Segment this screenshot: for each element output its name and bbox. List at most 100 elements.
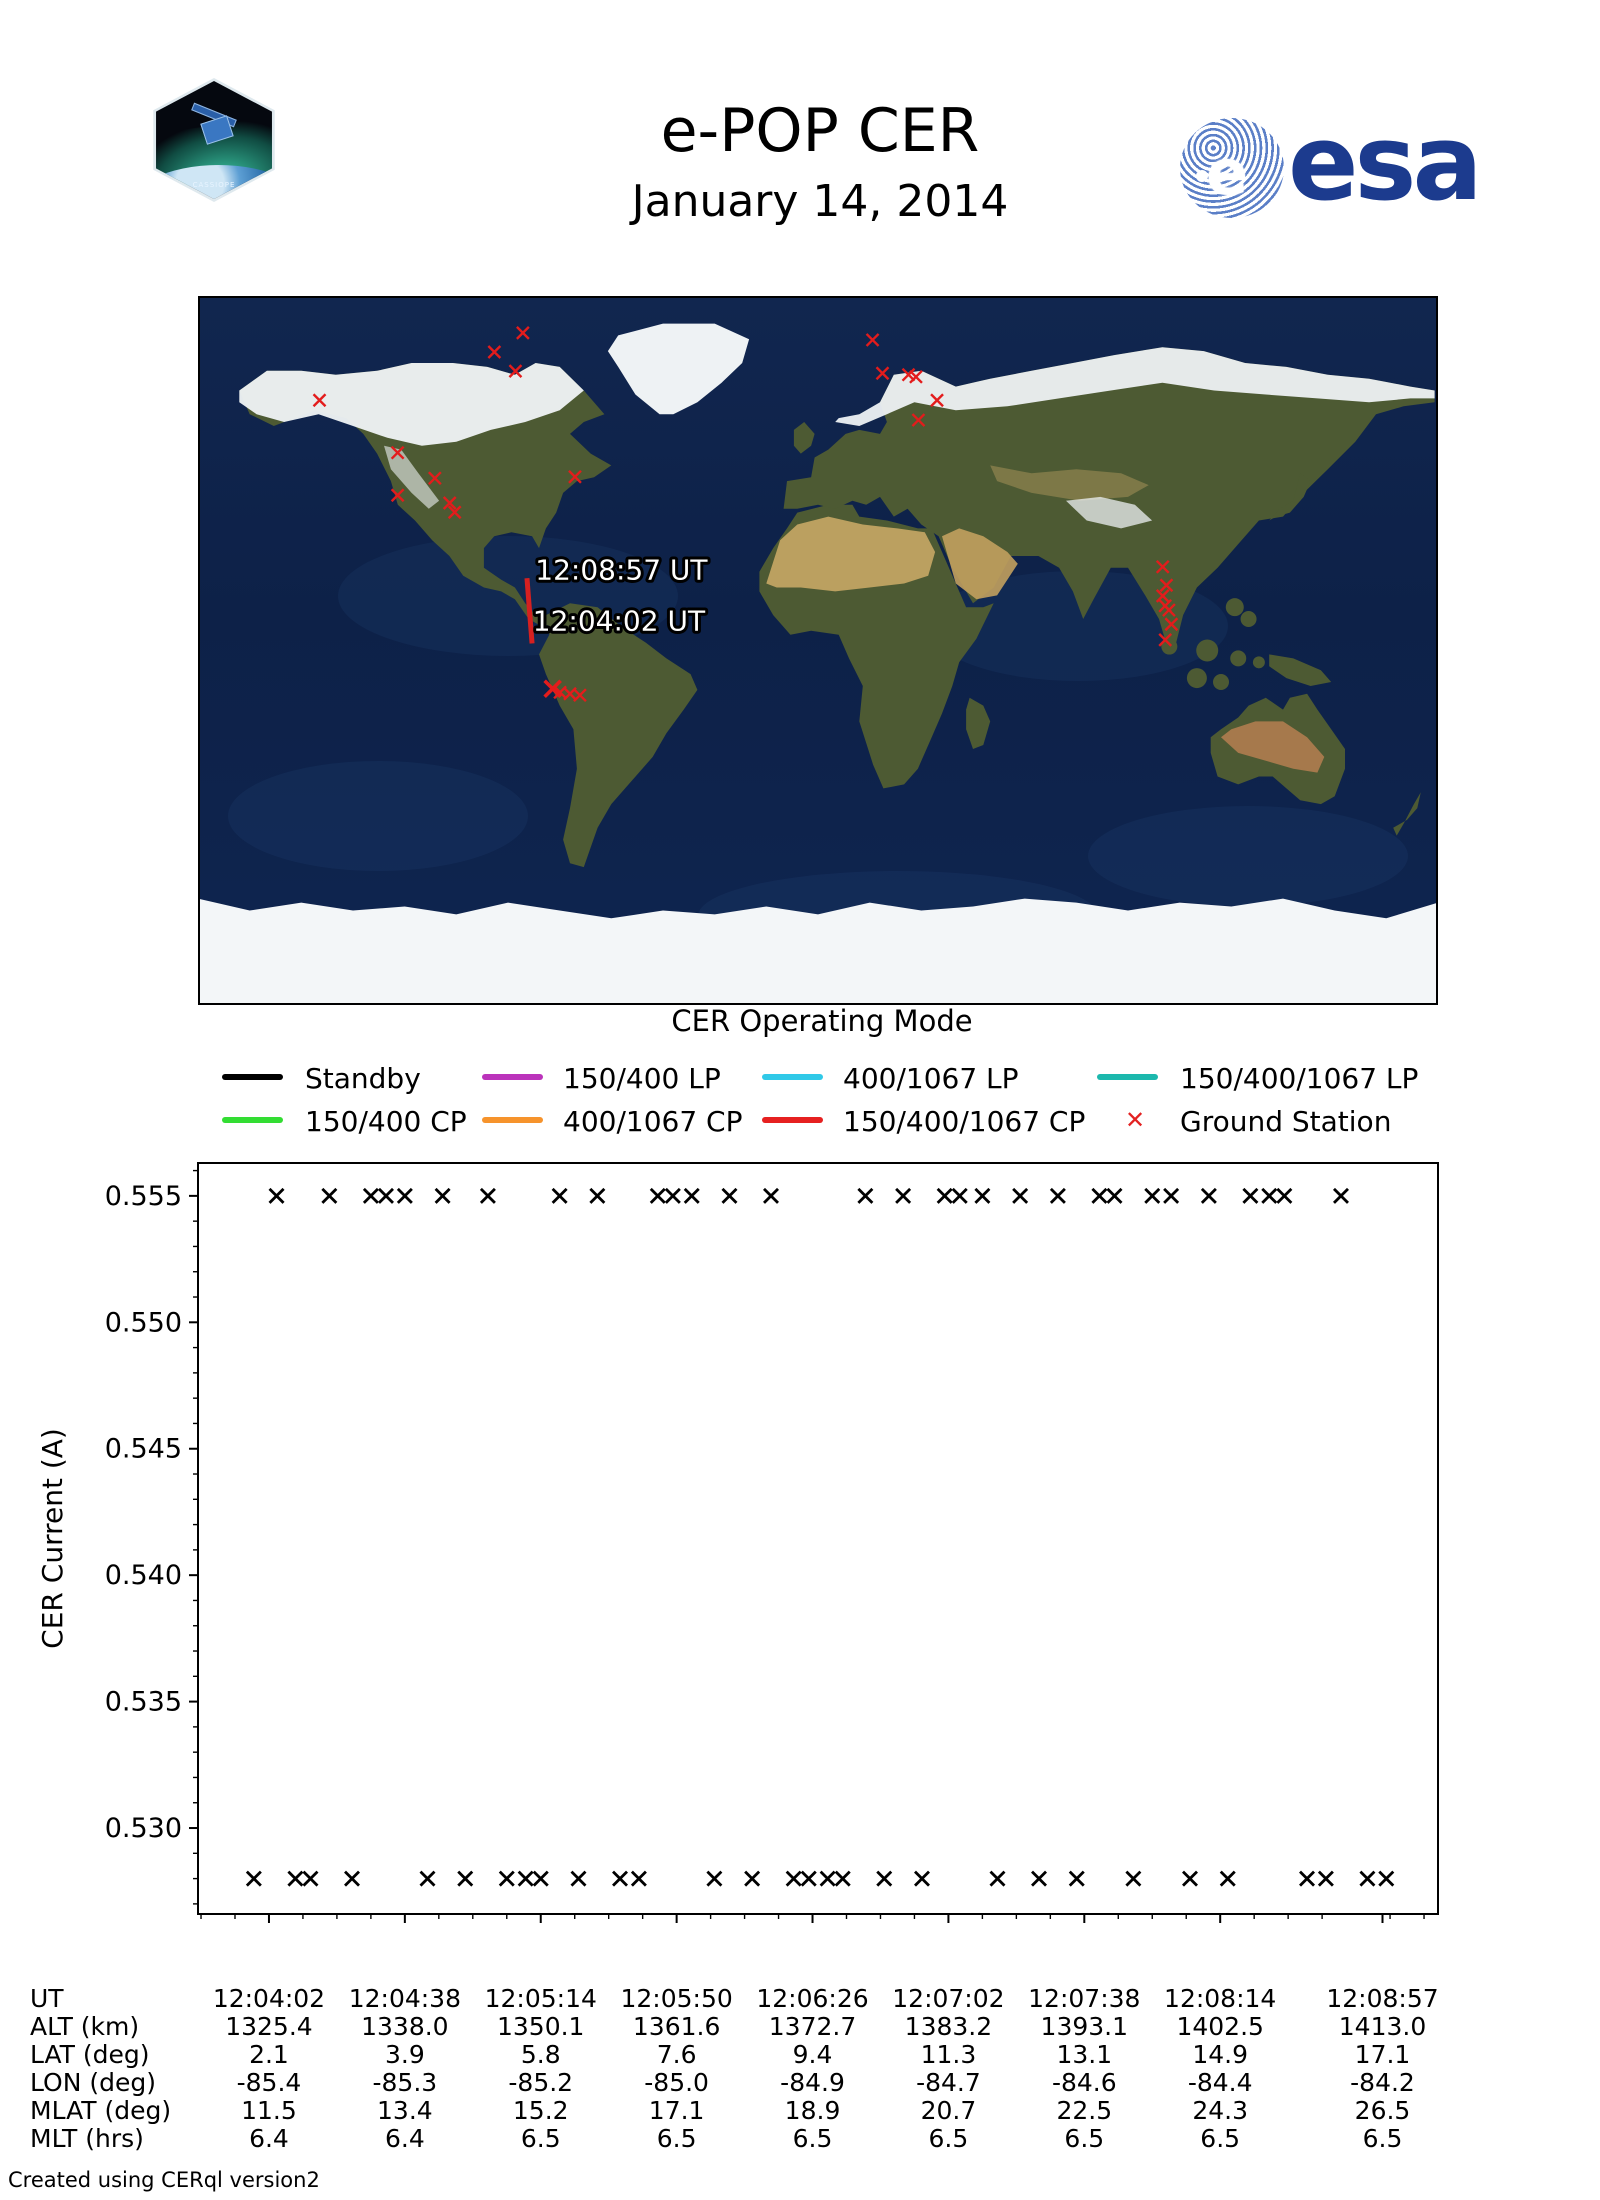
ocean-texture: [228, 761, 528, 871]
island: [1213, 674, 1229, 691]
table-cell: -85.3: [372, 2068, 438, 2097]
table-cell: 6.4: [384, 2124, 425, 2153]
ground-station-marker: [427, 471, 442, 486]
table-cell: 11.5: [241, 2096, 297, 2125]
table-cell: 6.5: [792, 2124, 833, 2153]
legend-label: Ground Station: [1180, 1105, 1392, 1138]
scatter-point: [1378, 1870, 1395, 1887]
scatter-point: [664, 1187, 681, 1204]
ground-station-legend-icon: ✕: [1125, 1106, 1146, 1134]
ground-station-marker: [442, 496, 457, 510]
ground-station-marker: [312, 393, 327, 408]
scatter-point: [1276, 1187, 1293, 1204]
satellite-track: [524, 577, 535, 644]
table-cell: 13.4: [377, 2096, 433, 2125]
ground-station-marker: [573, 688, 587, 703]
table-cell: 12:05:50: [620, 1984, 733, 2013]
table-cell: 1325.4: [225, 2012, 313, 2041]
scatter-point: [570, 1870, 587, 1887]
scatter-point: [819, 1870, 836, 1887]
legend-line-swatch: [222, 1117, 283, 1123]
legend-label: 150/400 LP: [563, 1062, 721, 1095]
legend-label: 150/400 CP: [305, 1105, 467, 1138]
table-cell: 1338.0: [361, 2012, 449, 2041]
table-cell: 6.5: [928, 2124, 969, 2153]
cassiope-patch-label: CASSIOPE: [192, 181, 236, 189]
y-tick-label: 0.550: [105, 1307, 182, 1338]
table-cell: 6.5: [1362, 2124, 1403, 2153]
legend-line-swatch: [762, 1117, 823, 1123]
ocean-texture: [1088, 806, 1408, 906]
scatter-point: [951, 1187, 968, 1204]
ground-station-marker: [390, 488, 405, 503]
scatter-point: [551, 1187, 568, 1204]
ground-station-marker: [487, 345, 502, 359]
legend-line-swatch: [1097, 1074, 1158, 1080]
ground-station-marker: [1164, 617, 1179, 632]
table-cell: 6.5: [520, 2124, 561, 2153]
y-tick-label: 0.555: [105, 1181, 182, 1212]
scatter-point: [974, 1187, 991, 1204]
table-cell: 24.3: [1192, 2096, 1249, 2125]
ground-station-marker: [516, 326, 530, 340]
y-tick-label: 0.540: [105, 1560, 182, 1591]
table-row-label: LAT (deg): [30, 2040, 150, 2069]
scatter-point: [721, 1187, 738, 1204]
scatter-point: [457, 1870, 474, 1887]
table-cell: 13.1: [1056, 2040, 1113, 2069]
scatter-point: [1031, 1870, 1047, 1887]
table-cell: 12:08:57: [1326, 1984, 1439, 2013]
scatter-point: [1144, 1187, 1161, 1204]
scatter-point: [434, 1187, 451, 1204]
scatter-point: [396, 1187, 413, 1204]
scatter-point: [936, 1187, 953, 1204]
cassiope-patch-art: CASSIOPE: [156, 81, 272, 199]
snow-rockies: [384, 445, 440, 509]
ground-station-marker: [865, 333, 880, 347]
table-cell: 17.1: [648, 2096, 705, 2125]
scatter-point: [589, 1187, 606, 1204]
scatter-point: [1068, 1870, 1085, 1887]
ground-station-marker: [909, 369, 923, 384]
scatter-point: [344, 1870, 360, 1887]
table-cell: 12:05:14: [484, 1984, 597, 2013]
table-cell: 12:04:38: [348, 1984, 461, 2013]
land-mg: [966, 697, 991, 749]
table-cell: -85.4: [236, 2068, 302, 2097]
land-jp: [1269, 473, 1311, 521]
land-nz: [1393, 792, 1421, 836]
scatter-point: [834, 1870, 851, 1887]
island: [1252, 656, 1265, 669]
island: [1196, 639, 1219, 662]
scatter-point: [302, 1870, 319, 1887]
scatter-point: [857, 1187, 874, 1204]
table-cell: 26.5: [1354, 2096, 1411, 2125]
scatter-point: [649, 1187, 666, 1204]
table-cell: 6.4: [249, 2124, 289, 2153]
map-overlay-layer: 12:08:57 UT 12:04:02 UT: [312, 326, 1179, 703]
scatter-point: [763, 1187, 779, 1204]
esa-wordmark: esa: [1288, 102, 1483, 224]
cer-current-plot: 0.530 0.535 0.540 0.545 0.550 0.555 CER Curren…: [36, 1162, 1439, 1923]
table-cell: 12:04:02: [212, 1984, 326, 2013]
table-cell: 12:07:02: [892, 1984, 1005, 2013]
snow-tibet: [1066, 496, 1153, 529]
table-cell: 1361.6: [632, 2012, 721, 2041]
table-cell: 1393.1: [1040, 2012, 1129, 2041]
table-cell: 2.1: [249, 2040, 289, 2069]
greenland-ice: [607, 323, 750, 415]
esa-logo-e: e: [1206, 136, 1249, 209]
esa-logo: e esa: [1180, 102, 1490, 238]
table-cell: 20.7: [920, 2096, 977, 2125]
map-frame: [198, 296, 1438, 1005]
scatter-point: [532, 1870, 549, 1887]
table-cell: 1383.2: [904, 2012, 993, 2041]
scatter-point: [612, 1870, 629, 1887]
ground-station-marker: [568, 469, 582, 484]
table-cell: 15.2: [512, 2096, 569, 2125]
scatter-point: [1163, 1187, 1180, 1204]
scatter-point: [1106, 1187, 1123, 1204]
world-map: 12:08:57 UT 12:04:02 UT: [198, 296, 1438, 1005]
page-title: e-POP CER: [660, 96, 980, 166]
scatter-point: [914, 1870, 930, 1887]
